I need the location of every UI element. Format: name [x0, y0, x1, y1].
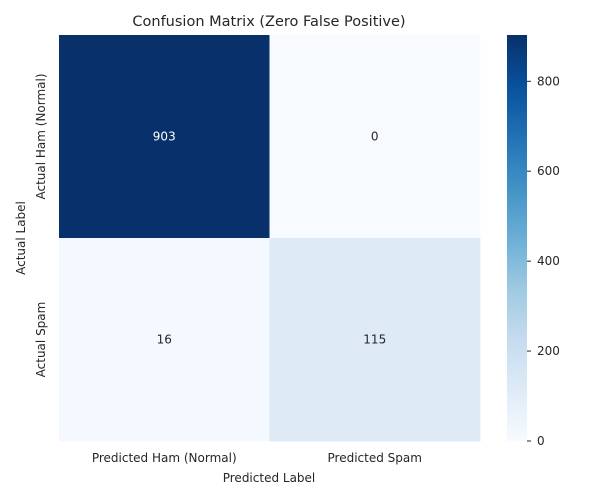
heatmap-cell-labels: 903 0 16 115 — [153, 130, 386, 347]
heatmap-cell-r1-c0 — [59, 238, 270, 442]
colorbar-tick-label-4: 800 — [537, 74, 560, 88]
heatmap-cell-r0-c1 — [269, 35, 481, 239]
heatmap-cells — [59, 35, 481, 442]
y-tick-label-0: Actual Ham (Normal) — [34, 73, 48, 199]
x-tick-labels: Predicted Ham (Normal) Predicted Spam — [92, 451, 422, 465]
y-tick-labels: Actual Ham (Normal) Actual Spam — [34, 73, 48, 377]
cell-value-r0-c0: 903 — [153, 130, 176, 144]
y-axis-label: Actual Label — [14, 201, 28, 275]
colorbar-tick-label-3: 600 — [537, 164, 560, 178]
cell-value-r1-c1: 115 — [363, 333, 386, 347]
chart-title: Confusion Matrix (Zero False Positive) — [132, 14, 405, 30]
y-tick-label-1: Actual Spam — [34, 302, 48, 378]
x-tick-label-0: Predicted Ham (Normal) — [92, 451, 237, 465]
colorbar-tick-label-1: 200 — [537, 344, 560, 358]
heatmap-cell-r1-c1 — [269, 238, 481, 442]
colorbar-tick-label-2: 400 — [537, 254, 560, 268]
cell-value-r0-c1: 0 — [371, 130, 379, 144]
colorbar-ticks: 0 200 400 600 800 — [527, 74, 560, 448]
x-tick-label-1: Predicted Spam — [328, 451, 422, 465]
colorbar — [507, 35, 527, 441]
cell-value-r1-c0: 16 — [157, 333, 172, 347]
heatmap-cell-r0-c0 — [59, 35, 270, 239]
x-axis-label: Predicted Label — [223, 471, 316, 485]
colorbar-tick-label-0: 0 — [537, 434, 545, 448]
